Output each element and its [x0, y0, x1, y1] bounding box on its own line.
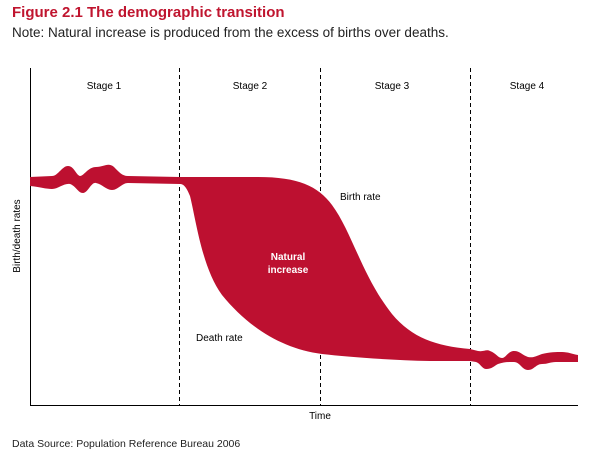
figure-note: Note: Natural increase is produced from … — [12, 25, 449, 40]
data-source: Data Source: Population Reference Bureau… — [12, 438, 241, 450]
stage-label-1: Stage 1 — [87, 81, 122, 92]
stage1-fluctuation-band — [30, 164, 180, 193]
figure-title: Figure 2.1 The demographic transition — [12, 4, 285, 21]
stage-label-2: Stage 2 — [233, 81, 268, 92]
death-rate-label: Death rate — [196, 333, 243, 344]
stage-label-3: Stage 3 — [375, 81, 410, 92]
stage-label-4: Stage 4 — [510, 81, 545, 92]
y-axis-label: Birth/death rates — [12, 199, 23, 272]
x-axis-label: Time — [309, 411, 331, 422]
natural-increase-label-line2: increase — [268, 265, 309, 276]
birth-rate-label: Birth rate — [340, 192, 381, 203]
natural-increase-label-line1: Natural — [271, 252, 306, 263]
stage4-fluctuation-band — [470, 349, 578, 370]
natural-increase-area — [180, 177, 470, 361]
